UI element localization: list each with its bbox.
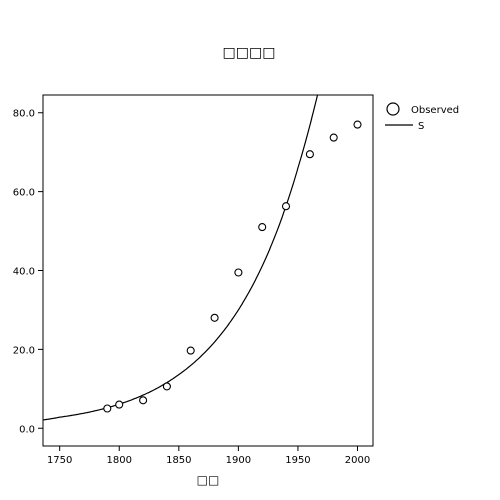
legend: Observed S bbox=[385, 102, 459, 132]
x-tick-label: 1900 bbox=[226, 455, 251, 466]
observed-point bbox=[305, 150, 314, 159]
x-tick-label: 2000 bbox=[345, 455, 370, 466]
fit-curve-layer bbox=[42, 94, 319, 421]
y-tick-label: 20.0 bbox=[13, 345, 35, 356]
observed-point bbox=[329, 133, 338, 142]
legend-observed-label: Observed bbox=[411, 105, 459, 116]
fit-curve-s bbox=[42, 94, 319, 421]
observed-point bbox=[186, 346, 195, 355]
observed-point bbox=[281, 202, 291, 211]
observed-point bbox=[234, 268, 243, 277]
y-tick-label: 80.0 bbox=[13, 109, 35, 120]
x-tick-label: 1800 bbox=[107, 455, 132, 466]
x-tick-label: 1850 bbox=[166, 455, 191, 466]
plot-area bbox=[42, 94, 374, 447]
y-tick-label: 60.0 bbox=[13, 188, 35, 199]
legend-s-label: S bbox=[418, 121, 424, 132]
observed-point bbox=[115, 400, 124, 409]
observed-point bbox=[210, 313, 219, 322]
x-tick-label: 1950 bbox=[285, 455, 310, 466]
x-axis: 1750 1800 1850 1900 1950 2000 bbox=[47, 446, 370, 466]
legend-observed-marker bbox=[386, 102, 400, 116]
plot-frame bbox=[42, 94, 374, 447]
observed-point bbox=[258, 223, 267, 232]
observed-point bbox=[162, 382, 171, 391]
observed-point bbox=[353, 120, 362, 129]
y-tick-label: 40.0 bbox=[13, 267, 35, 278]
x-axis-title: □□ bbox=[197, 473, 220, 487]
x-tick-label: 1750 bbox=[47, 455, 72, 466]
y-tick-label: 0.0 bbox=[19, 424, 35, 435]
chart-title: □□□□ bbox=[223, 45, 276, 61]
y-axis: 0.0 20.0 40.0 60.0 80.0 bbox=[13, 109, 43, 435]
observed-points-layer bbox=[103, 120, 362, 413]
observed-point bbox=[103, 404, 112, 413]
observed-point bbox=[139, 396, 148, 405]
